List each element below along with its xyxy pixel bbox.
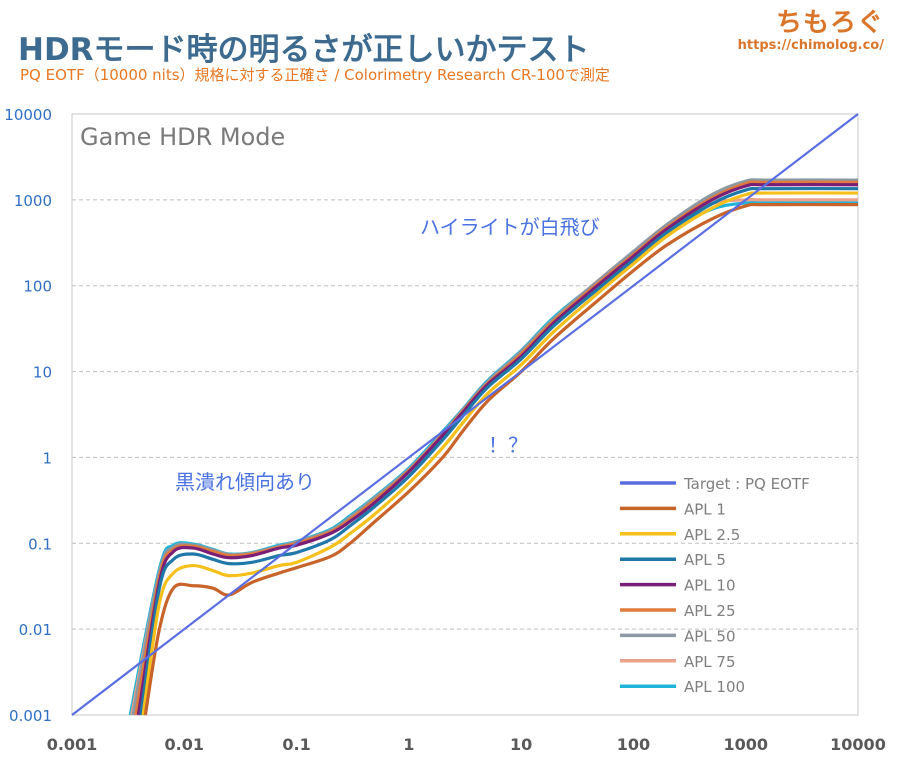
series-line <box>139 186 858 716</box>
x-tick-label: 0.001 <box>47 735 98 754</box>
chart-annotations: ハイライトが白飛び ！？ 黒潰れ傾向あり <box>175 215 600 494</box>
annotation-label: 黒潰れ傾向あり <box>175 470 315 494</box>
y-tick-label: 0.001 <box>9 707 52 725</box>
legend-label: APL 75 <box>684 653 736 671</box>
series-line <box>128 200 858 716</box>
x-tick-label: 10000 <box>830 735 886 754</box>
y-tick-label: 10 <box>33 364 52 382</box>
chart-title: Game HDR Mode <box>80 123 285 151</box>
page-subtitle: PQ EOTF（10000 nits）規格に対する正確さ / Colorimet… <box>20 66 610 84</box>
legend-label: APL 1 <box>684 500 726 518</box>
y-tick-label: 100 <box>23 278 52 296</box>
series-line <box>141 191 858 716</box>
annotation-label: ！？ <box>488 433 528 457</box>
legend-label: APL 2.5 <box>684 526 740 544</box>
legend-label: APL 25 <box>684 602 736 620</box>
x-tick-label: 100 <box>617 735 650 754</box>
legend-label: APL 50 <box>684 627 736 645</box>
y-tick-label: 0.01 <box>19 621 52 639</box>
y-tick-label: 0.1 <box>28 535 52 553</box>
y-tick-label: 1000 <box>14 192 52 210</box>
legend-label: APL 100 <box>684 678 745 696</box>
chart-axes: 0.001 0.01 0.1 1 10 100 1000 10000 0.001 0.01 0.1 1… <box>4 106 886 754</box>
series-lines <box>71 113 859 716</box>
chart-legend: Target : PQ EOTF APL 1 APL 2.5 APL 5 APL 10 A… <box>620 475 810 696</box>
page-title: HDRモード時の明るさが正しいかテスト <box>18 32 590 68</box>
series-line <box>143 202 858 716</box>
x-tick-label: 1000 <box>723 735 768 754</box>
target-line <box>71 113 859 716</box>
plot-frame <box>71 113 859 716</box>
legend-label: Target : PQ EOTF <box>683 475 810 493</box>
x-tick-label: 1 <box>403 735 414 754</box>
x-tick-label: 10 <box>510 735 532 754</box>
legend-label: APL 10 <box>684 577 736 595</box>
series-line <box>136 182 858 716</box>
x-tick-label: 0.01 <box>165 735 204 754</box>
y-tick-label: 1 <box>42 449 52 467</box>
brand-logo: ちもろぐ <box>775 8 884 38</box>
legend-label: APL 5 <box>684 551 726 569</box>
brand-url: https://chimolog.co/ <box>737 38 884 53</box>
annotation-label: ハイライトが白飛び <box>420 215 600 239</box>
x-tick-label: 0.1 <box>282 735 310 754</box>
y-tick-label: 10000 <box>4 106 52 124</box>
